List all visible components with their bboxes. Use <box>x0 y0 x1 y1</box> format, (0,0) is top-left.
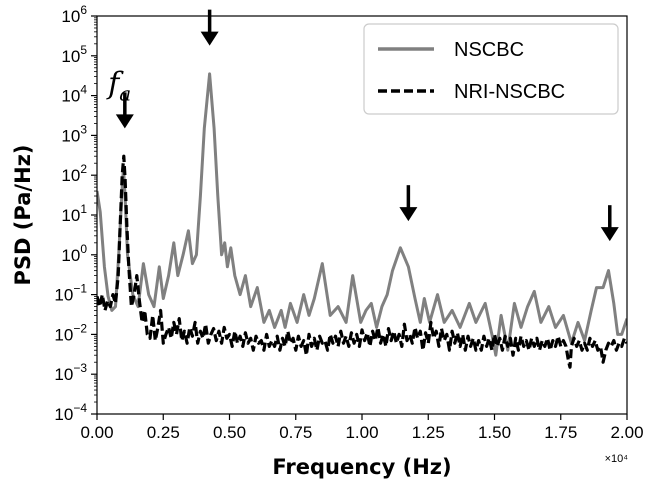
x-tick-label: 0.25 <box>147 423 180 442</box>
peak-arrow <box>399 185 418 222</box>
legend: NSCBC NRI-NSCBC <box>363 23 619 115</box>
peak-arrow <box>600 205 619 242</box>
x-axis-title: Frequency (Hz) <box>272 455 451 479</box>
peak-arrow <box>200 9 219 46</box>
y-tick-label: 102 <box>61 162 87 185</box>
y-tick-label: 103 <box>61 122 87 145</box>
x-tick-label: 2.00 <box>610 423 643 442</box>
peak-arrow <box>115 92 134 129</box>
y-tick-label: 10−3 <box>54 361 87 384</box>
y-tick-label: 106 <box>61 3 87 26</box>
y-tick-label: 101 <box>61 202 87 225</box>
y-tick-label: 105 <box>61 43 87 66</box>
series-line-nscbc <box>97 72 627 357</box>
x-tick-label: 1.00 <box>345 423 378 442</box>
y-tick-label: 10−1 <box>54 282 87 305</box>
y-tick-label: 10−2 <box>54 321 87 344</box>
x-tick-label: 1.25 <box>412 423 445 442</box>
y-tick-label: 10−4 <box>54 401 87 424</box>
frequency-annotation-label: fa <box>106 67 131 106</box>
x-tick-label: 0.75 <box>279 423 312 442</box>
y-axis-title: PSD (Pa/Hz) <box>11 145 35 286</box>
y-tick-label: 100 <box>61 242 87 265</box>
y-axis: 10−4 10−3 10−2 10−1 100 101 102 103 104 105 106 <box>54 3 97 424</box>
x-tick-label: 1.50 <box>478 423 511 442</box>
x-axis: 0.00 0.25 0.50 0.75 1.00 1.25 1.50 1.75 2.00 <box>80 414 644 442</box>
legend-label: NRI-NSCBC <box>454 81 565 103</box>
legend-label: NSCBC <box>454 39 524 61</box>
x-axis-offset-label: ×10⁴ <box>605 453 629 465</box>
x-tick-label: 1.75 <box>544 423 577 442</box>
plot-area <box>97 72 627 369</box>
x-tick-label: 0.50 <box>213 423 246 442</box>
x-tick-label: 0.00 <box>80 423 113 442</box>
legend-box <box>363 23 619 115</box>
series-line-nri-nscbc <box>97 154 627 369</box>
y-tick-label: 104 <box>61 83 87 106</box>
